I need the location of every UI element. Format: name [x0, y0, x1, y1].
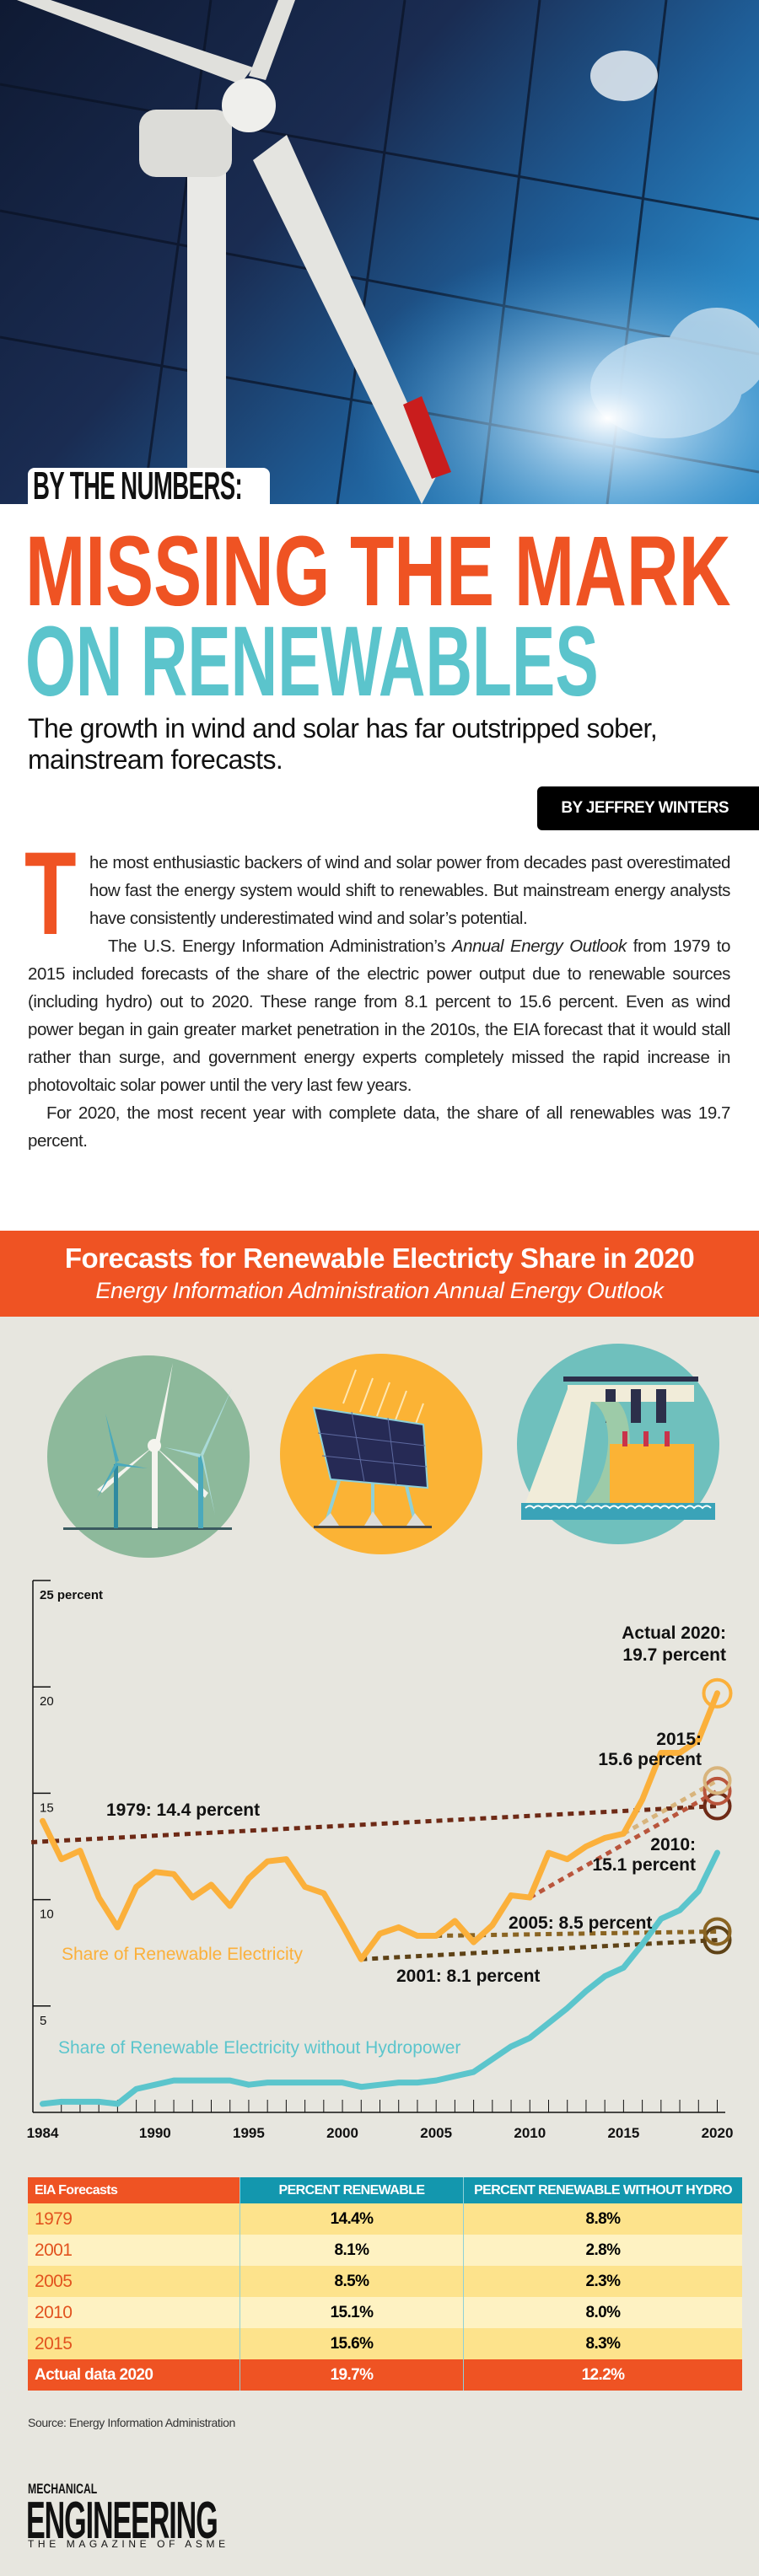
table-row-actual: Actual data 2020 19.7% 12.2% — [28, 2359, 742, 2391]
table-row: 2010 15.1% 8.0% — [28, 2297, 742, 2328]
forecast-marker-2015 — [702, 1766, 732, 1795]
annotation-line: 19.7 percent — [622, 1645, 726, 1665]
forecast-line-2015 — [622, 1779, 719, 1836]
legend-total-renewable: Share of Renewable Electricity — [62, 1945, 303, 1964]
table-cell: 2015 — [28, 2328, 240, 2359]
byline-text: BY JEFFREY WINTERS — [561, 799, 729, 817]
x-tick-label: 2005 — [420, 2125, 452, 2141]
table-cell: Actual data 2020 — [28, 2359, 240, 2391]
forecast-marker-2010 — [702, 1776, 732, 1806]
annotation-line: 15.1 percent — [592, 1855, 696, 1875]
table-cell: 8.1% — [240, 2235, 464, 2266]
table-cell: 2.8% — [463, 2235, 742, 2266]
annotation-line: Actual 2020: — [622, 1623, 726, 1643]
x-tick-label: 1990 — [139, 2125, 171, 2141]
annotation-actual-2020: Actual 2020: 19.7 percent — [622, 1623, 726, 1665]
table-cell: 2.3% — [463, 2266, 742, 2297]
wind-turbines-icon — [47, 1355, 250, 1558]
table-cell: 8.5% — [240, 2266, 464, 2297]
series-line-total-renewable — [40, 1690, 720, 1962]
x-tick-label: 2010 — [514, 2125, 546, 2141]
table-header: PERCENT RENEWABLE WITHOUT HYDRO — [463, 2177, 742, 2203]
table-cell: 8.8% — [463, 2203, 742, 2235]
y-tick-label: 10 — [40, 1908, 54, 1922]
drop-cap-letter: T — [24, 827, 77, 959]
table-cell: 2010 — [28, 2297, 240, 2328]
infographic-title: Forecasts for Renewable Electricty Share… — [64, 1242, 695, 1274]
x-tick-label: 1984 — [27, 2125, 59, 2141]
forecast-marker-2001 — [702, 1925, 732, 1955]
annotation-line: 15.6 percent — [598, 1750, 702, 1769]
magazine-logo: MECHANICAL ENGINEERING THE MAGAZINE OF A… — [26, 2481, 239, 2552]
annotation-forecast-1979: 1979: 14.4 percent — [106, 1801, 260, 1820]
x-tick-label: 2000 — [326, 2125, 358, 2141]
table-header-row: EIA Forecasts PERCENT RENEWABLE PERCENT … — [28, 2177, 742, 2203]
table-cell: 15.6% — [240, 2328, 464, 2359]
infographic-banner: Forecasts for Renewable Electricty Share… — [0, 1231, 759, 1317]
table-cell: 15.1% — [240, 2297, 464, 2328]
subheadline: The growth in wind and solar has far out… — [28, 713, 658, 775]
publication-title: Annual Energy Outlook — [451, 936, 627, 956]
paragraph-3: For 2020, the most recent year with comp… — [28, 1103, 730, 1151]
x-tick-label: 1995 — [233, 2125, 265, 2141]
table-cell: 8.3% — [463, 2328, 742, 2359]
logo-tagline: THE MAGAZINE OF ASME — [28, 2538, 229, 2550]
table-cell: 14.4% — [240, 2203, 464, 2235]
table-header: EIA Forecasts — [28, 2177, 240, 2203]
table-cell: 12.2% — [463, 2359, 742, 2391]
annotation-line: 2015: — [656, 1730, 702, 1749]
paragraph-2: The U.S. Energy Information Administrati… — [28, 932, 730, 1099]
forecast-marker-1979 — [702, 1791, 732, 1821]
headline-line-2: ON RENEWABLES — [25, 606, 599, 717]
section-tab-label: BY THE NUMBERS: — [33, 468, 243, 504]
series-line-without-hydro — [40, 1849, 720, 2107]
forecast-marker-2005 — [702, 1917, 732, 1946]
table-row: 1979 14.4% 8.8% — [28, 2203, 742, 2235]
logo-line-1: MECHANICAL — [28, 2481, 98, 2497]
source-note: Source: Energy Information Administratio… — [28, 2416, 235, 2429]
forecast-line-2001 — [361, 1938, 718, 1962]
table-cell: 2001 — [28, 2235, 240, 2266]
table-row: 2001 8.1% 2.8% — [28, 2235, 742, 2266]
forecast-line-2010 — [529, 1789, 719, 1900]
byline-badge: BY JEFFREY WINTERS — [537, 786, 759, 830]
y-tick-label: 25 percent — [40, 1588, 103, 1602]
logo-line-2: ENGINEERING — [26, 2492, 218, 2550]
headline-line-1: MISSING THE MARK — [25, 516, 731, 627]
section-tab: BY THE NUMBERS: — [28, 468, 270, 504]
hydro-dam-icon — [517, 1344, 719, 1544]
table-cell: 1979 — [28, 2203, 240, 2235]
legend-without-hydro: Share of Renewable Electricity without H… — [58, 2038, 460, 2058]
hero-image — [0, 0, 759, 504]
annotation-forecast-2005: 2005: 8.5 percent — [509, 1913, 652, 1933]
forecast-table: EIA Forecasts PERCENT RENEWABLE PERCENT … — [28, 2177, 742, 2391]
forecast-line-1979 — [31, 1804, 718, 1844]
drop-cap: T — [24, 835, 89, 953]
y-tick-label: 20 — [40, 1694, 54, 1709]
paragraph-1-text: he most enthusiastic backers of wind and… — [89, 853, 730, 928]
y-tick-label: 5 — [40, 2014, 46, 2028]
table-cell: 19.7% — [240, 2359, 464, 2391]
table-cell: 2005 — [28, 2266, 240, 2297]
x-tick-label: 2020 — [702, 2125, 734, 2141]
table-row: 2015 15.6% 8.3% — [28, 2328, 742, 2359]
table-row: 2005 8.5% 2.3% — [28, 2266, 742, 2297]
annotation-forecast-2001: 2001: 8.1 percent — [396, 1967, 540, 1986]
paragraph-2-text-b: from 1979 to 2015 included forecasts of … — [28, 936, 730, 1095]
solar-panel-icon — [280, 1354, 482, 1554]
x-tick-label: 2015 — [607, 2125, 639, 2141]
table-header: PERCENT RENEWABLE — [240, 2177, 464, 2203]
annotation-forecast-2010: 2010: 15.1 percent — [592, 1835, 696, 1875]
annotation-line: 2010: — [650, 1835, 696, 1854]
annotation-forecast-2015: 2015: 15.6 percent — [598, 1730, 702, 1769]
renewable-share-chart: 5 10 15 20 25 percent 1984 1990 1995 2000 2005 201… — [27, 1580, 734, 2141]
y-tick-label: 15 — [40, 1801, 54, 1815]
actual-2020-marker — [702, 1677, 733, 1709]
table-cell: 8.0% — [463, 2297, 742, 2328]
paragraph-2-text-a: The U.S. Energy Information Administrati… — [108, 936, 452, 956]
infographic-subtitle: Energy Information Administration Annual… — [95, 1278, 664, 1303]
